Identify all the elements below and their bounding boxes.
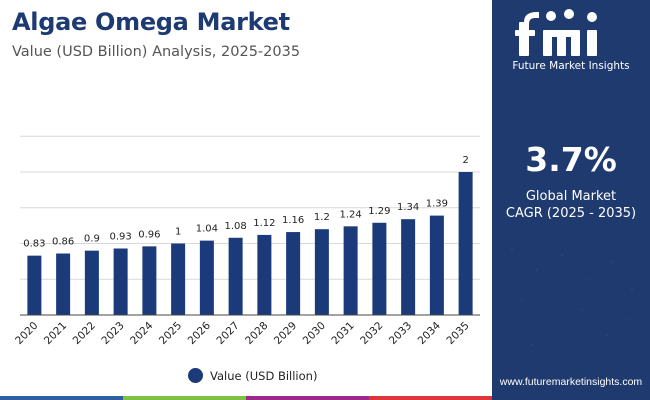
cagr-label-line2: CAGR (2025 - 2035) — [505, 206, 637, 221]
data-label: 0.83 — [23, 239, 45, 250]
data-label: 1.16 — [282, 215, 304, 226]
bar — [458, 172, 473, 315]
legend-swatch — [188, 368, 203, 383]
cagr-label-line1: Global Market — [525, 189, 617, 204]
data-label: 1.39 — [426, 199, 448, 210]
data-label: 2 — [462, 155, 468, 166]
stripe-segment-green — [123, 396, 246, 400]
bar — [228, 237, 243, 315]
bar — [343, 226, 358, 315]
data-label: 0.86 — [52, 237, 74, 248]
x-tick-label: 2032 — [358, 320, 385, 347]
x-tick-label: 2029 — [272, 320, 299, 347]
x-tick-label: 2025 — [157, 320, 184, 347]
data-label: 1.08 — [224, 221, 246, 232]
x-tick-label: 2031 — [329, 320, 356, 347]
website-url[interactable]: www.futuremarketinsights.com — [499, 376, 643, 388]
x-tick-label: 2027 — [214, 320, 241, 347]
stripe-segment-blue — [0, 396, 123, 400]
data-label: 1.34 — [397, 202, 419, 213]
bar — [286, 232, 301, 315]
x-tick-label: 2034 — [416, 319, 444, 347]
data-label: 0.9 — [84, 234, 100, 245]
data-label: 1.2 — [314, 212, 330, 223]
data-label: 0.93 — [109, 232, 131, 243]
chart-legend: Value (USD Billion) — [188, 368, 317, 383]
x-tick-label: 2026 — [186, 319, 214, 347]
legend-label: Value (USD Billion) — [210, 368, 318, 383]
data-label: 0.96 — [138, 229, 160, 240]
sidebar-panel: Future Market Insights 3.7% Global Marke… — [492, 0, 650, 400]
chart-subtitle: Value (USD Billion) Analysis, 2025-2035 — [12, 44, 301, 60]
bar — [401, 219, 416, 315]
bar — [142, 246, 157, 315]
x-tick-label: 2020 — [13, 320, 40, 347]
bar — [429, 215, 444, 315]
data-label: 1.29 — [368, 206, 390, 217]
x-tick-label: 2023 — [99, 320, 126, 347]
stripe-segment-red — [369, 396, 492, 400]
stripe-segment-purple — [246, 396, 369, 400]
x-tick-label: 2024 — [128, 319, 156, 347]
data-label: 1.24 — [339, 209, 361, 220]
bar — [113, 248, 128, 315]
x-tick-label: 2030 — [301, 320, 328, 347]
bar — [27, 255, 42, 315]
bar — [257, 234, 272, 315]
data-label: 1 — [175, 227, 181, 238]
sidebar-logo-text: Future Market Insights — [512, 60, 630, 72]
bar — [372, 222, 387, 315]
data-label: 1.12 — [253, 218, 275, 229]
bar-chart: 0.83 2020 0.86 2021 0.9 2022 0.93 2023 0.96 2024 1… — [13, 135, 480, 347]
bar — [314, 229, 329, 315]
sidebar-dot-pattern — [510, 248, 634, 347]
bar — [199, 240, 214, 315]
fmi-logo-icon — [515, 9, 597, 56]
x-tick-label: 2028 — [243, 320, 270, 347]
cagr-label: Global Market CAGR (2025 - 2035) — [492, 188, 650, 222]
bar — [56, 253, 71, 315]
chart-title: Algae Omega Market — [12, 8, 290, 36]
x-tick-label: 2021 — [42, 320, 69, 347]
bar — [171, 243, 186, 315]
x-tick-label: 2033 — [387, 320, 414, 347]
bar — [84, 250, 99, 315]
x-tick-label: 2035 — [444, 320, 471, 347]
cagr-value: 3.7% — [525, 140, 617, 179]
data-label: 1.04 — [196, 224, 218, 235]
x-tick-label: 2022 — [71, 320, 98, 347]
bottom-color-stripe — [0, 396, 492, 400]
